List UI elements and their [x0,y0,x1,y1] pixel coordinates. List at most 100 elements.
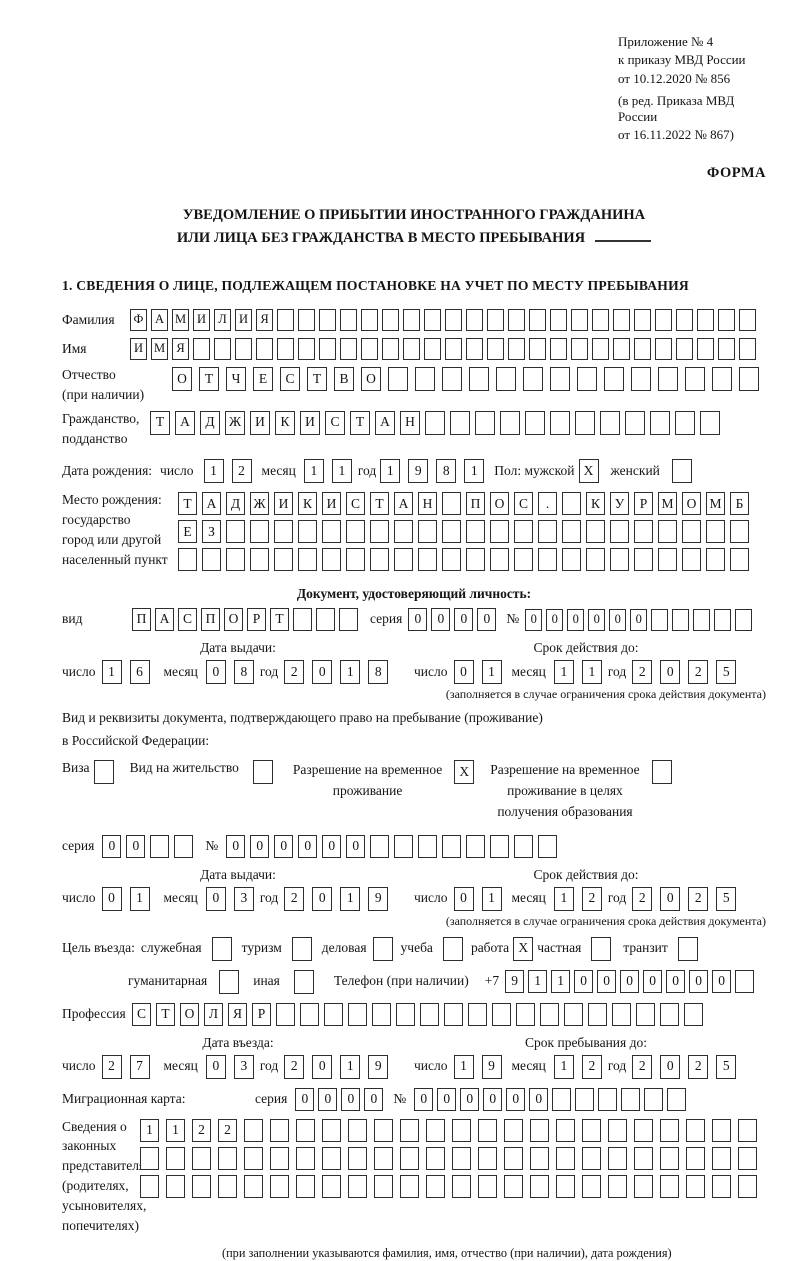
form-cell[interactable] [418,834,438,858]
form-cell[interactable]: К [586,492,605,516]
form-cell[interactable] [487,308,504,331]
form-cell[interactable] [394,520,413,544]
form-cell[interactable] [508,308,525,331]
form-cell[interactable]: Н [418,492,437,516]
form-cell[interactable]: 0 [101,886,122,911]
form-cell[interactable]: 6 [129,660,150,685]
form-cell[interactable] [370,834,390,858]
form-cell[interactable]: Т [270,608,289,632]
form-cell[interactable] [478,1118,497,1142]
form-cell[interactable]: И [300,410,320,435]
form-cell[interactable]: 5 [716,660,737,685]
form-cell[interactable] [677,936,698,961]
form-cell[interactable]: Б [730,492,749,516]
form-cell[interactable] [270,1118,289,1142]
form-cell[interactable] [374,1174,393,1198]
form-cell[interactable]: 2 [231,459,252,484]
form-cell[interactable] [686,1118,705,1142]
form-cell[interactable] [478,1146,497,1170]
form-cell[interactable] [538,834,558,858]
form-cell[interactable]: А [375,410,395,435]
form-cell[interactable]: Ч [226,366,246,391]
form-cell[interactable]: 0 [574,970,594,994]
form-cell[interactable] [739,308,756,331]
form-cell[interactable] [550,366,570,391]
form-cell[interactable] [442,548,461,572]
form-cell[interactable] [372,936,393,961]
form-cell[interactable] [660,1002,679,1026]
form-cell[interactable]: 1 [129,886,150,911]
form-cell[interactable]: 2 [688,1054,709,1079]
form-cell[interactable]: 0 [477,608,497,632]
form-cell[interactable]: О [172,366,192,391]
form-cell[interactable] [651,759,672,784]
form-cell[interactable] [339,608,358,632]
form-cell[interactable]: 0 [460,1087,480,1111]
form-cell[interactable] [718,337,735,360]
form-cell[interactable]: 1 [101,660,122,685]
form-cell[interactable] [400,1146,419,1170]
form-cell[interactable]: 0 [364,1087,384,1111]
form-cell[interactable] [712,1118,731,1142]
form-cell[interactable]: 1 [553,886,574,911]
form-cell[interactable] [586,520,605,544]
form-cell[interactable] [730,548,749,572]
form-cell[interactable] [298,337,315,360]
form-cell[interactable] [298,520,317,544]
form-cell[interactable] [706,548,725,572]
form-cell[interactable]: 0 [226,834,246,858]
form-cell[interactable]: 1 [303,459,324,484]
form-cell[interactable]: X [513,936,534,961]
form-cell[interactable] [636,1002,655,1026]
form-cell[interactable] [634,520,653,544]
form-cell[interactable]: 2 [284,886,305,911]
form-cell[interactable] [577,366,597,391]
form-cell[interactable]: 1 [481,886,502,911]
form-cell[interactable] [442,492,461,516]
form-cell[interactable] [256,337,273,360]
form-cell[interactable]: 0 [546,608,564,631]
form-cell[interactable]: 0 [597,970,617,994]
form-cell[interactable] [244,1146,263,1170]
form-cell[interactable] [697,308,714,331]
form-cell[interactable]: 0 [643,970,663,994]
form-cell[interactable]: 0 [250,834,270,858]
form-cell[interactable] [348,1146,367,1170]
form-cell[interactable] [178,548,197,572]
form-cell[interactable]: Т [350,410,370,435]
form-cell[interactable] [608,1146,627,1170]
form-cell[interactable]: 1 [551,970,571,994]
form-cell[interactable] [226,520,245,544]
form-cell[interactable]: 9 [505,970,525,994]
form-cell[interactable] [500,410,520,435]
form-cell[interactable]: С [132,1002,151,1026]
form-cell[interactable] [296,1118,315,1142]
form-cell[interactable] [340,337,357,360]
form-cell[interactable] [442,366,462,391]
form-cell[interactable]: 0 [567,608,585,631]
form-cell[interactable] [348,1118,367,1142]
form-cell[interactable] [277,308,294,331]
form-cell[interactable] [686,1146,705,1170]
form-cell[interactable] [571,308,588,331]
form-cell[interactable] [634,337,651,360]
form-cell[interactable] [372,1002,391,1026]
form-cell[interactable] [675,410,695,435]
form-cell[interactable]: С [280,366,300,391]
form-cell[interactable] [466,520,485,544]
form-cell[interactable] [613,337,630,360]
form-cell[interactable]: О [490,492,509,516]
form-cell[interactable]: 0 [318,1087,338,1111]
form-cell[interactable] [735,970,755,994]
form-cell[interactable] [540,1002,559,1026]
form-cell[interactable]: С [178,608,197,632]
form-cell[interactable]: С [325,410,345,435]
form-cell[interactable] [370,548,389,572]
form-cell[interactable] [591,936,612,961]
form-cell[interactable]: 0 [205,660,226,685]
form-cell[interactable]: 3 [233,1054,254,1079]
form-cell[interactable]: Я [256,308,273,331]
form-cell[interactable]: К [298,492,317,516]
form-cell[interactable] [530,1174,549,1198]
form-cell[interactable]: Л [214,308,231,331]
